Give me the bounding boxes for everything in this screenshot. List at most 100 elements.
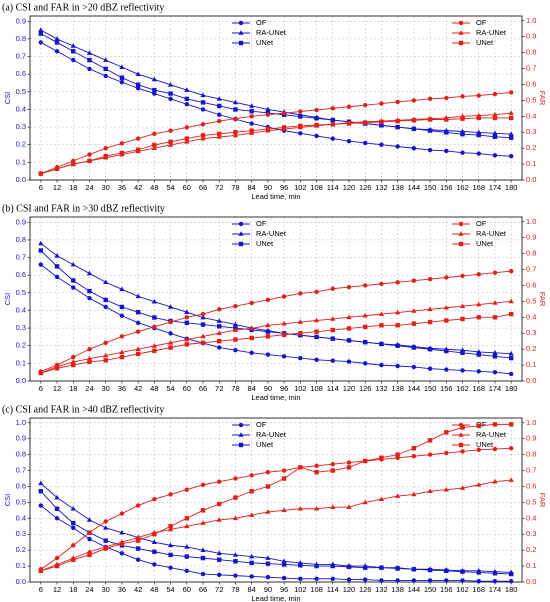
- data-point: [200, 133, 206, 138]
- data-point: [71, 161, 76, 167]
- data-point: [411, 118, 417, 123]
- data-point: [167, 526, 174, 532]
- y2-tick-label: 0.7: [526, 64, 536, 73]
- data-point: [427, 147, 433, 153]
- y2-tick-label: 0.2: [526, 545, 536, 554]
- x-tick-label: 84: [247, 585, 255, 594]
- data-point: [86, 50, 93, 55]
- data-point: [298, 109, 303, 114]
- x-tick-label: 180: [505, 384, 518, 393]
- y-tick-label: 0.5: [16, 288, 26, 297]
- y-tick-label: 0.1: [16, 157, 26, 166]
- data-point: [233, 337, 238, 342]
- legend-label: RA-UNet: [476, 430, 507, 439]
- data-point: [508, 268, 514, 274]
- data-point: [135, 538, 141, 543]
- y-tick-label: 0.0: [16, 577, 26, 586]
- data-point: [492, 300, 498, 305]
- data-point: [135, 557, 141, 562]
- data-point: [492, 369, 498, 375]
- y2-tick-label: 0.5: [526, 296, 536, 305]
- data-point: [184, 125, 189, 130]
- data-point: [151, 539, 157, 544]
- series-line: [40, 29, 512, 135]
- data-point: [217, 131, 222, 137]
- data-point: [249, 300, 254, 306]
- data-point: [87, 536, 92, 542]
- x-tick-label: 42: [134, 585, 142, 594]
- data-point: [379, 578, 384, 583]
- legend-marker: [458, 30, 464, 35]
- data-point: [476, 315, 481, 320]
- data-point: [71, 362, 76, 368]
- data-point: [200, 135, 206, 141]
- legend-label: UNet: [256, 38, 274, 47]
- y2-tick-label: 0.0: [526, 175, 536, 184]
- y2-tick-label: 0.5: [526, 95, 536, 104]
- data-point: [281, 354, 287, 359]
- data-point: [346, 460, 352, 465]
- y-tick-label: 0.5: [16, 87, 26, 96]
- y2-tick-label: 0.1: [526, 159, 536, 168]
- data-point: [200, 555, 206, 561]
- x-tick-label: 72: [215, 183, 223, 192]
- legend-marker: [238, 40, 244, 46]
- data-point: [427, 276, 433, 282]
- data-point: [232, 132, 239, 138]
- data-point: [103, 340, 108, 345]
- data-point: [119, 286, 125, 292]
- data-point: [200, 340, 206, 345]
- x-tick-label: 126: [359, 183, 372, 192]
- x-tick-label: 144: [408, 585, 421, 594]
- data-point: [265, 561, 271, 566]
- legend-marker: [458, 241, 464, 247]
- x-tick-label: 144: [408, 183, 421, 192]
- data-point: [135, 136, 141, 141]
- data-point: [184, 516, 189, 521]
- data-point: [71, 520, 76, 526]
- data-point: [476, 570, 481, 575]
- data-point: [411, 364, 417, 370]
- data-point: [378, 496, 385, 502]
- legend-label: RA-UNet: [256, 28, 287, 37]
- data-point: [427, 567, 433, 573]
- x-tick-label: 150: [424, 384, 437, 393]
- data-point: [346, 139, 352, 144]
- data-point: [330, 504, 336, 509]
- data-point: [152, 549, 157, 554]
- y-tick-label: 1.0: [16, 418, 26, 427]
- x-tick-label: 96: [280, 585, 288, 594]
- data-point: [249, 121, 254, 126]
- data-point: [249, 560, 254, 566]
- data-point: [87, 530, 92, 535]
- data-point: [492, 130, 498, 136]
- x-tick-label: 42: [134, 384, 142, 393]
- data-point: [411, 98, 417, 103]
- data-point: [87, 152, 92, 157]
- data-point: [152, 87, 157, 93]
- x-tick-label: 114: [327, 384, 339, 393]
- data-point: [184, 336, 190, 342]
- data-point: [152, 142, 157, 148]
- data-point: [184, 96, 189, 102]
- data-point: [152, 348, 157, 353]
- y2-tick-label: 0.1: [526, 561, 536, 570]
- y-tick-label: 0.1: [16, 561, 26, 570]
- data-point: [362, 499, 368, 505]
- y2-tick-label: 0.6: [526, 280, 536, 289]
- data-point: [119, 511, 125, 516]
- y2-axis-label: FAR: [538, 292, 547, 307]
- data-point: [330, 563, 335, 569]
- data-point: [86, 517, 93, 522]
- y-tick-label: 0.3: [16, 122, 26, 131]
- data-point: [151, 145, 157, 150]
- data-point: [395, 493, 401, 498]
- data-point: [152, 497, 157, 502]
- data-point: [168, 552, 173, 558]
- data-point: [103, 145, 108, 151]
- data-point: [38, 31, 44, 36]
- y-tick-label: 0.4: [16, 513, 26, 522]
- data-point: [297, 505, 303, 511]
- x-tick-label: 132: [375, 585, 388, 594]
- data-point: [363, 565, 368, 570]
